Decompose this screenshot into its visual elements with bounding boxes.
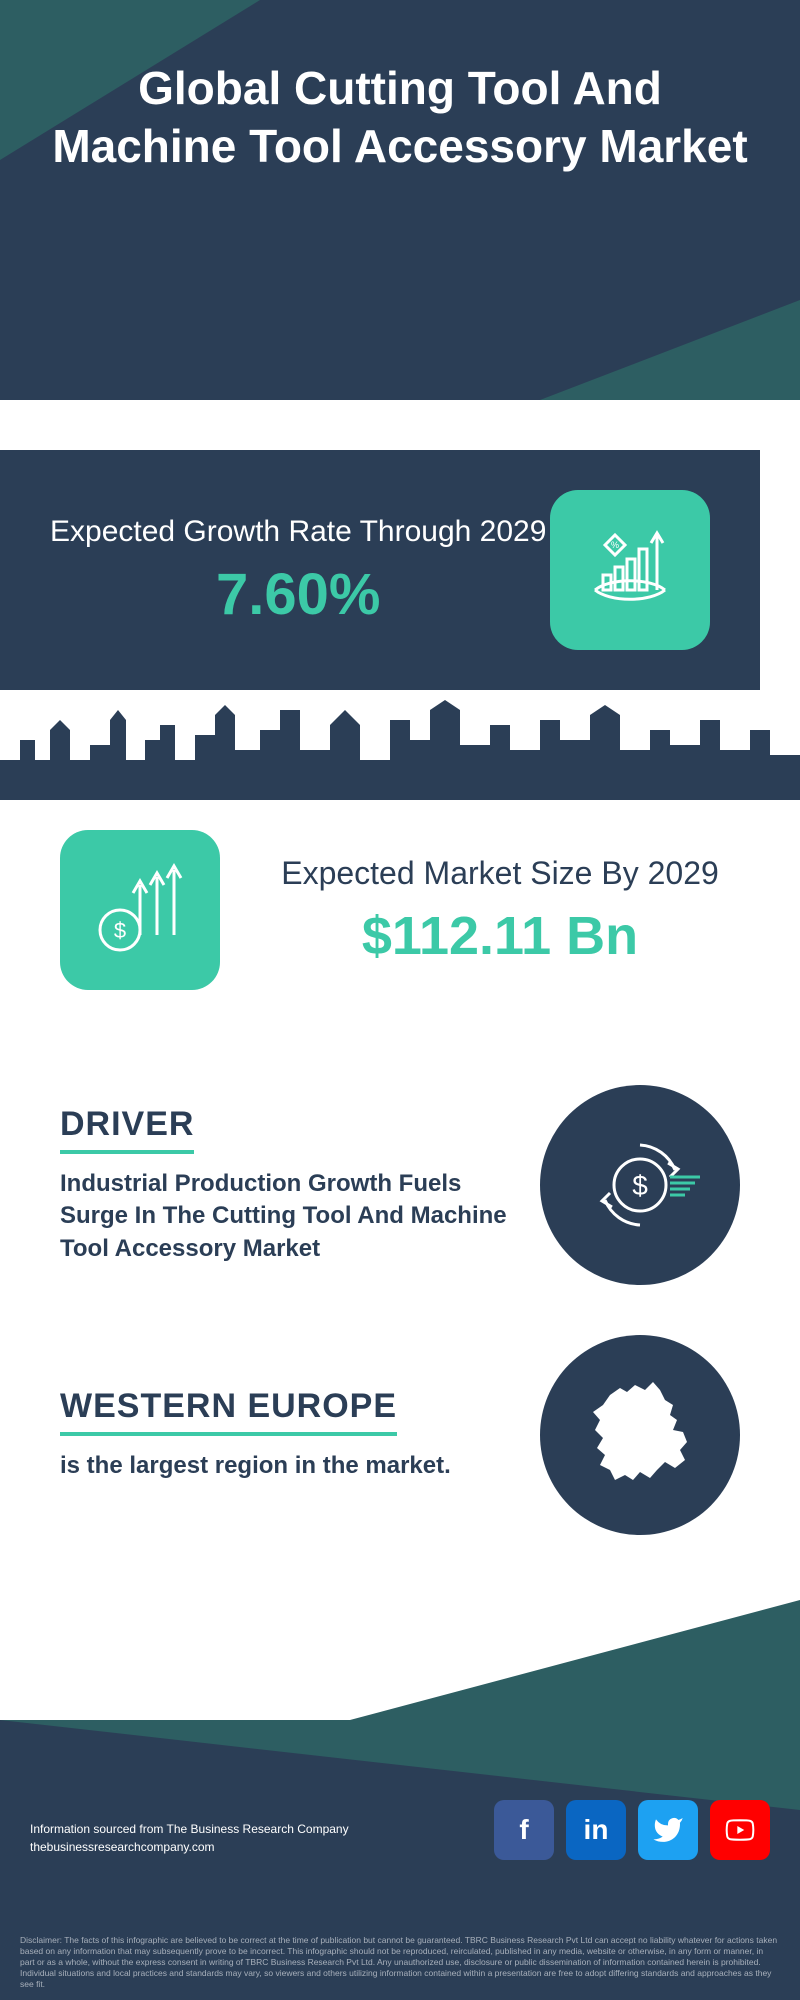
footer: Information sourced from The Business Re… (0, 1720, 800, 2000)
growth-rate-panel: Expected Growth Rate Through 2029 7.60% … (0, 450, 760, 690)
region-row: WESTERN EUROPE is the largest region in … (0, 1310, 800, 1560)
driver-title: DRIVER (60, 1105, 194, 1154)
decorative-triangle-bottom (540, 300, 800, 400)
europe-map-icon (540, 1335, 740, 1535)
driver-body: Industrial Production Growth Fuels Surge… (60, 1168, 510, 1265)
market-size-label: Expected Market Size By 2029 (260, 853, 740, 895)
svg-text:%: % (611, 540, 619, 550)
social-links: f in (494, 1800, 770, 1860)
footer-triangle-1 (350, 1600, 800, 1720)
market-size-panel: $ Expected Market Size By 2029 $112.11 B… (0, 800, 800, 1020)
linkedin-icon[interactable]: in (566, 1800, 626, 1860)
page-title: Global Cutting Tool And Machine Tool Acc… (50, 60, 750, 175)
source-line-2: thebusinessresearchcompany.com (30, 1838, 349, 1856)
facebook-icon[interactable]: f (494, 1800, 554, 1860)
growth-rate-label: Expected Growth Rate Through 2029 (50, 512, 546, 551)
driver-row: DRIVER Industrial Production Growth Fuel… (0, 1060, 800, 1310)
svg-text:$: $ (114, 918, 126, 943)
header-banner: Global Cutting Tool And Machine Tool Acc… (0, 0, 800, 400)
twitter-icon[interactable] (638, 1800, 698, 1860)
skyline-divider (0, 690, 800, 800)
region-title: WESTERN EUROPE (60, 1387, 397, 1436)
growth-rate-value: 7.60% (50, 561, 546, 628)
disclaimer-text: Disclaimer: The facts of this infographi… (20, 1935, 780, 1990)
footer-triangle-2 (0, 1720, 800, 1810)
cycle-dollar-icon: $ (540, 1085, 740, 1285)
dollar-growth-icon: $ (60, 830, 220, 990)
market-size-value: $112.11 Bn (260, 905, 740, 967)
svg-text:$: $ (632, 1170, 648, 1201)
source-line-1: Information sourced from The Business Re… (30, 1820, 349, 1838)
growth-chart-icon: % (550, 490, 710, 650)
region-body: is the largest region in the market. (60, 1450, 510, 1482)
youtube-icon[interactable] (710, 1800, 770, 1860)
